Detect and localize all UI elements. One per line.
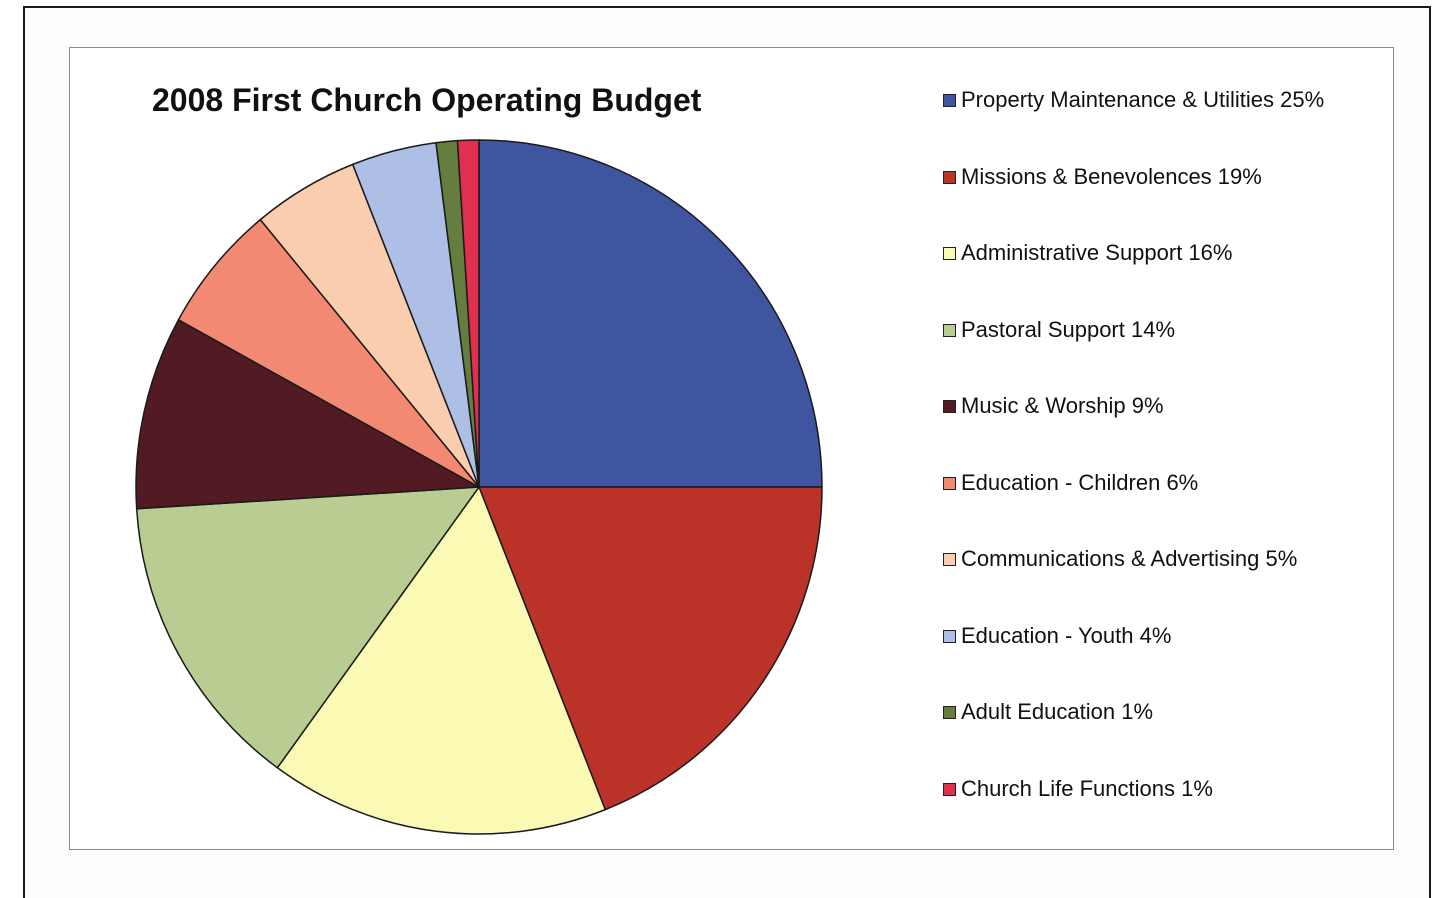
legend-item-missions-benevolences: Missions & Benevolences 19% bbox=[943, 163, 1383, 240]
pie-slice-6 bbox=[177, 218, 480, 488]
legend-item-pastoral-support: Pastoral Support 14% bbox=[943, 316, 1383, 393]
legend-label: Administrative Support 16% bbox=[961, 240, 1233, 265]
legend-swatch bbox=[943, 629, 956, 643]
legend: Property Maintenance & Utilities 25% Miss… bbox=[943, 86, 1383, 851]
legend-swatch bbox=[943, 247, 956, 260]
legend-item-administrative-support: Administrative Support 16% bbox=[943, 239, 1383, 316]
legend-label: Education - Children 6% bbox=[961, 469, 1199, 495]
legend-swatch bbox=[943, 400, 956, 413]
legend-swatch bbox=[943, 170, 956, 184]
chart-title: 2008 First Church Operating Budget bbox=[152, 82, 702, 118]
legend-label: Property Maintenance & Utilities 25% bbox=[961, 87, 1325, 112]
legend-item-education-youth: Education - Youth 4% bbox=[943, 622, 1383, 699]
legend-label: Missions & Benevolences 19% bbox=[961, 163, 1262, 189]
legend-item-property-maintenance-utilities: Property Maintenance & Utilities 25% bbox=[943, 86, 1383, 163]
legend-item-church-life-functions: Church Life Functions 1% bbox=[943, 775, 1383, 852]
legend-swatch bbox=[943, 323, 956, 337]
legend-label: Music & Worship 9% bbox=[961, 393, 1164, 418]
pie-slice-5 bbox=[135, 319, 480, 510]
legend-item-communications-advertising: Communications & Advertising 5% bbox=[943, 545, 1383, 622]
pie-slice-3 bbox=[276, 486, 607, 835]
legend-item-education-children: Education - Children 6% bbox=[943, 469, 1383, 546]
pie-slice-2 bbox=[478, 486, 823, 811]
pie-slice-10 bbox=[456, 139, 480, 488]
legend-label: Pastoral Support 14% bbox=[961, 316, 1176, 342]
pie-slice-1 bbox=[478, 139, 823, 488]
legend-label: Education - Youth 4% bbox=[961, 622, 1172, 648]
legend-item-adult-education: Adult Education 1% bbox=[943, 698, 1383, 775]
legend-swatch bbox=[943, 553, 956, 566]
legend-label: Communications & Advertising 5% bbox=[961, 546, 1298, 571]
legend-swatch bbox=[943, 94, 956, 107]
legend-swatch bbox=[943, 476, 956, 490]
legend-swatch bbox=[943, 782, 956, 796]
pie-slice-4 bbox=[135, 486, 480, 769]
legend-swatch bbox=[943, 706, 956, 719]
legend-label: Adult Education 1% bbox=[961, 699, 1154, 724]
legend-item-music-worship: Music & Worship 9% bbox=[943, 392, 1383, 469]
legend-label: Church Life Functions 1% bbox=[961, 775, 1213, 801]
